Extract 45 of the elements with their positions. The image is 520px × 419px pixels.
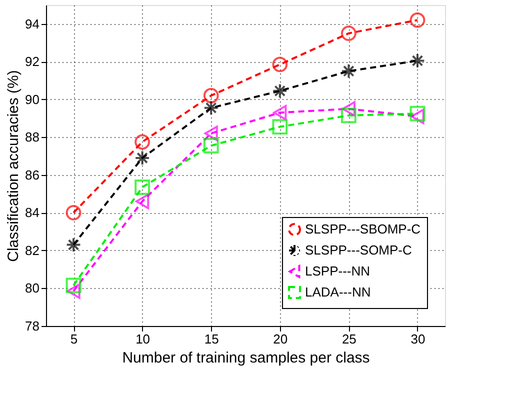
point (203, 100, 219, 116)
y-tick-label: 88 (25, 130, 40, 145)
x-axis-title: Number of training samples per class (122, 350, 370, 366)
point (204, 126, 218, 142)
y-axis-title: Classification accuracies (%) (5, 70, 22, 262)
point (272, 56, 288, 72)
y-tick-label: 80 (25, 280, 40, 296)
legend-label: LADA---NN (305, 284, 371, 300)
point (410, 108, 424, 124)
point (136, 194, 150, 210)
x-tick-label: 15 (204, 332, 219, 346)
point (340, 108, 356, 124)
x-tick-label: 30 (410, 332, 426, 346)
point (273, 104, 287, 120)
point (203, 88, 219, 104)
point (66, 205, 82, 220)
y-tick-label: 94 (25, 16, 40, 32)
x-tick-label: 5 (70, 332, 78, 346)
point (272, 119, 288, 134)
point (66, 278, 82, 294)
y-tick-label: 78 (25, 318, 40, 334)
x-tick-label: 10 (136, 332, 150, 346)
point (272, 83, 288, 99)
point (410, 106, 426, 122)
point (134, 134, 150, 150)
point (134, 150, 150, 166)
legend-label: SLSPP---SBOMP-C (305, 222, 421, 236)
point (203, 138, 219, 154)
legend-label: SLSPP---SOMP-C (305, 242, 412, 258)
x-tick-label: 25 (342, 332, 356, 346)
point (340, 26, 356, 42)
y-tick-label: 82 (25, 242, 40, 258)
point (134, 180, 150, 195)
legend-label: LSPP---NN (305, 264, 370, 278)
y-tick-label: 84 (25, 205, 40, 220)
point (410, 52, 426, 68)
x-tick-label: 20 (273, 332, 288, 346)
point (66, 237, 82, 253)
point (340, 63, 356, 79)
y-tick-label: 90 (25, 92, 40, 107)
y-tick-label: 92 (25, 54, 40, 70)
y-tick-label: 86 (25, 167, 40, 182)
point (66, 283, 80, 299)
point (410, 12, 426, 28)
point (342, 101, 356, 117)
